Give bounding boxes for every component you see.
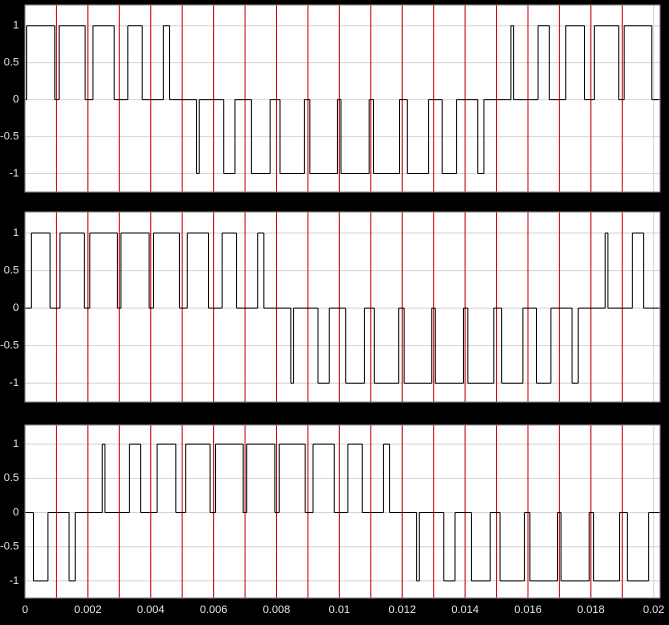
x-tick-label: 0.01: [329, 604, 350, 616]
y-tick-label: 1: [13, 20, 19, 32]
x-tick-label: 0.012: [388, 604, 416, 616]
plot-area: [25, 425, 660, 598]
y-tick-label: 0.5: [4, 264, 19, 276]
plot-frame: [24, 424, 661, 599]
y-tick-label: 0.5: [4, 472, 19, 484]
y-tick-label: 0.5: [4, 57, 19, 69]
y-tick-label: 0: [13, 94, 19, 106]
y-tick-label: -1: [9, 167, 19, 179]
y-tick-label: -1: [9, 377, 19, 389]
x-tick-label: 0.006: [200, 604, 228, 616]
panel: -1 -0.5 0 0.5 1: [0, 4, 661, 193]
panel: -1 -0.5 0 0.5 1 0 0.002 0.004 0.006 0.008 0.01 0.01…: [0, 424, 664, 616]
x-tick-label: 0.016: [514, 604, 542, 616]
x-tick-label: 0.014: [451, 604, 479, 616]
y-tick-label: -0.5: [0, 541, 19, 553]
plot-frame: [24, 4, 661, 193]
y-tick-label: -0.5: [0, 340, 19, 352]
x-tick-label: 0.002: [74, 604, 102, 616]
y-tick-label: 0: [13, 506, 19, 518]
plot-area: [25, 212, 660, 402]
y-tick-label: -1: [9, 575, 19, 587]
panel: -1 -0.5 0 0.5 1: [0, 211, 661, 403]
plot-area: [25, 5, 660, 192]
y-tick-label: -0.5: [0, 130, 19, 142]
x-tick-label: 0.02: [643, 604, 664, 616]
plot-frame: [24, 211, 661, 403]
x-tick-label: 0: [22, 604, 28, 616]
y-tick-label: 1: [13, 227, 19, 239]
y-tick-label: 0: [13, 302, 19, 314]
x-tick-label: 0.008: [263, 604, 291, 616]
y-tick-label: 1: [13, 438, 19, 450]
x-tick-label: 0.004: [137, 604, 165, 616]
x-tick-label: 0.018: [577, 604, 605, 616]
